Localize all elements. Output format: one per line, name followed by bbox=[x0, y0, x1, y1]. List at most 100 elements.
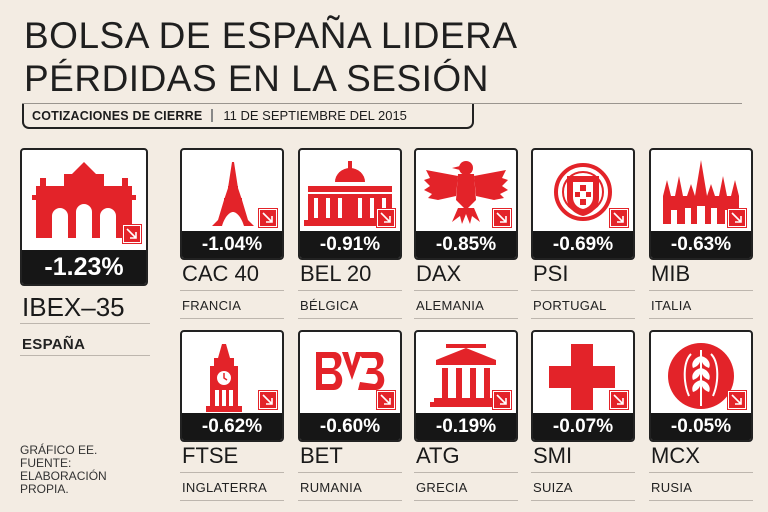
index-name: PSI bbox=[533, 261, 569, 286]
index-name: IBEX–35 bbox=[22, 292, 125, 322]
down-arrow-icon bbox=[727, 390, 747, 410]
change-percent: -0.05% bbox=[651, 413, 751, 440]
separator-line bbox=[414, 318, 518, 319]
footer-line: FUENTE: bbox=[20, 456, 72, 470]
down-arrow-icon bbox=[122, 224, 142, 244]
separator-line bbox=[180, 472, 284, 473]
title-line-2: PÉRDIDAS EN LA SESIÓN bbox=[24, 58, 489, 99]
index-card-box: -0.62% bbox=[180, 330, 284, 442]
separator-line bbox=[298, 500, 402, 501]
swiss-cross-icon bbox=[549, 344, 615, 410]
footer-credits: GRÁFICO EE. FUENTE: ELABORACIÓN PROPIA. bbox=[20, 444, 107, 496]
index-name: MCX bbox=[651, 443, 700, 468]
footer-line: GRÁFICO EE. bbox=[20, 443, 98, 457]
separator-line bbox=[649, 500, 753, 501]
country-name: ESPAÑA bbox=[22, 336, 86, 353]
puerta-alcala-icon bbox=[32, 162, 136, 238]
index-card-box: -0.07% bbox=[531, 330, 635, 442]
separator-line bbox=[531, 472, 635, 473]
separator-line bbox=[180, 318, 284, 319]
index-name: MIB bbox=[651, 261, 691, 286]
down-arrow-icon bbox=[609, 208, 629, 228]
separator-line bbox=[298, 318, 402, 319]
change-percent: -0.91% bbox=[300, 231, 400, 258]
separator-line bbox=[414, 290, 518, 291]
big-ben-icon bbox=[206, 344, 242, 412]
country-name: RUSIA bbox=[651, 480, 693, 495]
change-percent: -0.85% bbox=[416, 231, 516, 258]
country-name: GRECIA bbox=[416, 480, 468, 495]
down-arrow-icon bbox=[492, 390, 512, 410]
down-arrow-icon bbox=[727, 208, 747, 228]
separator-line bbox=[649, 318, 753, 319]
separator-line bbox=[531, 290, 635, 291]
separator-line bbox=[649, 472, 753, 473]
separator-line bbox=[180, 290, 284, 291]
separator-line bbox=[180, 500, 284, 501]
country-name: ALEMANIA bbox=[416, 298, 485, 313]
down-arrow-icon bbox=[376, 208, 396, 228]
separator-line bbox=[20, 355, 150, 356]
index-card-box: -0.19% bbox=[414, 330, 518, 442]
wheat-icon bbox=[668, 343, 734, 409]
change-percent: -1.23% bbox=[22, 250, 146, 284]
index-card-box: -0.60% bbox=[298, 330, 402, 442]
separator-line bbox=[649, 290, 753, 291]
change-percent: -0.62% bbox=[182, 413, 282, 440]
index-card-box: -1.04% bbox=[180, 148, 284, 260]
subtitle-label: COTIZACIONES DE CIERRE bbox=[32, 108, 203, 123]
separator-line bbox=[298, 290, 402, 291]
page-title: BOLSA DE ESPAÑA LIDERA PÉRDIDAS EN LA SE… bbox=[24, 14, 518, 100]
subtitle-bar: COTIZACIONES DE CIERRE 11 DE SEPTIEMBRE … bbox=[22, 104, 474, 129]
subtitle-date: 11 DE SEPTIEMBRE DEL 2015 bbox=[223, 108, 407, 123]
index-card-box: -0.91% bbox=[298, 148, 402, 260]
change-percent: -0.60% bbox=[300, 413, 400, 440]
change-percent: -0.07% bbox=[533, 413, 633, 440]
country-name: PORTUGAL bbox=[533, 298, 607, 313]
change-percent: -1.04% bbox=[182, 231, 282, 258]
index-card-box: -0.05% bbox=[649, 330, 753, 442]
footer-line: ELABORACIÓN bbox=[20, 469, 107, 483]
portugal-shield-icon bbox=[554, 163, 612, 221]
bvb-logo-icon bbox=[316, 352, 385, 390]
separator-line bbox=[531, 318, 635, 319]
down-arrow-icon bbox=[609, 390, 629, 410]
eiffel-tower-icon bbox=[212, 162, 254, 226]
index-card-box: -1.23% bbox=[20, 148, 148, 286]
milan-cathedral-icon bbox=[663, 160, 739, 224]
eagle-icon bbox=[424, 161, 508, 224]
country-name: RUMANIA bbox=[300, 480, 363, 495]
greek-temple-icon bbox=[430, 344, 502, 407]
index-name: DAX bbox=[416, 261, 462, 286]
index-name: CAC 40 bbox=[182, 261, 260, 286]
change-percent: -0.19% bbox=[416, 413, 516, 440]
down-arrow-icon bbox=[258, 208, 278, 228]
index-card-box: -0.63% bbox=[649, 148, 753, 260]
country-name: FRANCIA bbox=[182, 298, 242, 313]
country-name: BÉLGICA bbox=[300, 298, 359, 313]
index-card-box: -0.85% bbox=[414, 148, 518, 260]
subtitle-separator bbox=[211, 109, 214, 122]
down-arrow-icon bbox=[376, 390, 396, 410]
change-percent: -0.69% bbox=[533, 231, 633, 258]
down-arrow-icon bbox=[258, 390, 278, 410]
index-name: BEL 20 bbox=[300, 261, 372, 286]
index-name: BET bbox=[300, 443, 343, 468]
title-line-1: BOLSA DE ESPAÑA LIDERA bbox=[24, 15, 518, 56]
separator-line bbox=[20, 323, 150, 324]
index-card-box: -0.69% bbox=[531, 148, 635, 260]
separator-line bbox=[531, 500, 635, 501]
separator-line bbox=[414, 500, 518, 501]
country-name: INGLATERRA bbox=[182, 480, 268, 495]
index-name: ATG bbox=[416, 443, 460, 468]
change-percent: -0.63% bbox=[651, 231, 751, 258]
country-name: ITALIA bbox=[651, 298, 692, 313]
country-name: SUIZA bbox=[533, 480, 573, 495]
header-divider bbox=[22, 103, 742, 104]
separator-line bbox=[298, 472, 402, 473]
footer-line: PROPIA. bbox=[20, 482, 69, 496]
index-name: FTSE bbox=[182, 443, 239, 468]
down-arrow-icon bbox=[492, 208, 512, 228]
separator-line bbox=[414, 472, 518, 473]
index-name: SMI bbox=[533, 443, 573, 468]
